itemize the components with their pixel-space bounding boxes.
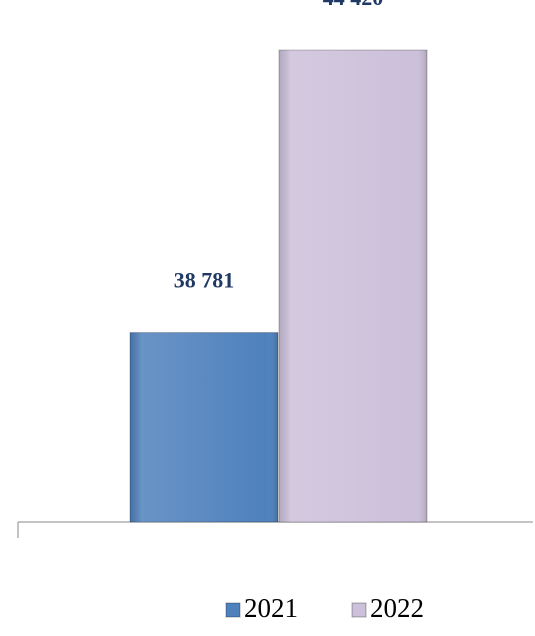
bar-shine <box>279 50 427 523</box>
legend-label: 2021 <box>244 593 298 623</box>
legend-label: 2022 <box>370 593 424 623</box>
bar-shine <box>130 332 278 522</box>
legend-swatch <box>351 602 367 618</box>
value-label: 38 781 <box>174 268 235 293</box>
value-label: 44 420 <box>323 0 384 10</box>
legend-swatch <box>225 602 241 618</box>
